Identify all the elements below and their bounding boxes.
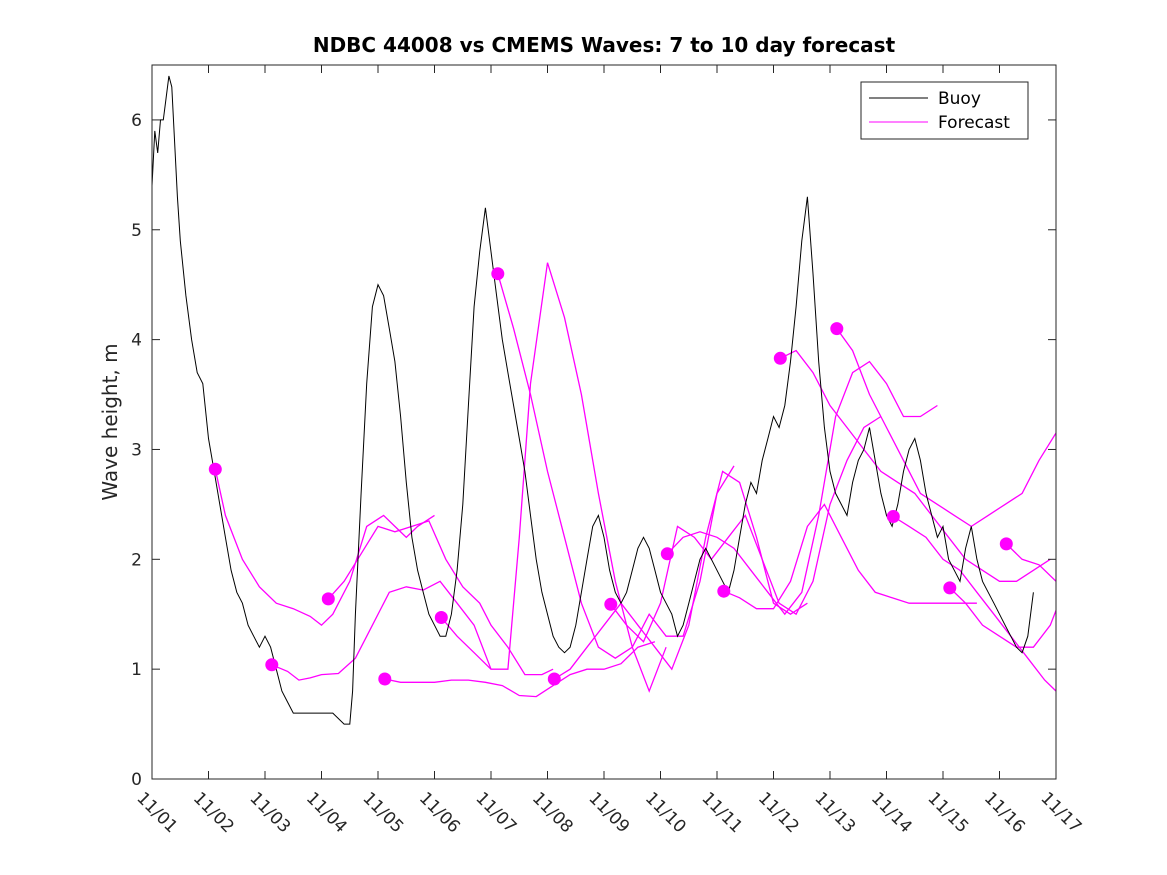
forecast-start-marker xyxy=(208,462,222,476)
forecast-start-marker xyxy=(830,322,844,336)
forecast-start-marker xyxy=(886,510,900,523)
forecast-line xyxy=(327,520,554,676)
x-tick-label: 11/17 xyxy=(1036,788,1085,837)
x-tick-label: 11/10 xyxy=(641,788,690,837)
legend-forecast-label: Forecast xyxy=(938,113,1010,133)
chart-title: NDBC 44008 vs CMEMS Waves: 7 to 10 day f… xyxy=(313,33,896,57)
forecast-start-marker xyxy=(604,597,618,611)
x-tick-label: 11/09 xyxy=(584,788,633,837)
x-tick-label: 11/02 xyxy=(189,788,238,837)
forecast-start-marker xyxy=(265,658,279,672)
forecast-start-marker xyxy=(943,581,957,595)
forecast-start-marker xyxy=(999,537,1013,551)
forecast-line xyxy=(384,641,656,698)
marker-layer xyxy=(208,267,1013,686)
legend: Buoy Forecast xyxy=(860,81,1029,140)
forecast-start-marker xyxy=(378,672,392,686)
forecast-line xyxy=(271,580,492,681)
x-tick-label: 11/03 xyxy=(245,788,294,837)
forecast-start-marker xyxy=(547,672,561,686)
x-axis: 11/01 11/02 11/03 11/04 11/05 11/06 11/07 11/08… xyxy=(132,65,1085,837)
forecast-line xyxy=(892,515,1056,692)
forecast-start-marker xyxy=(321,592,335,606)
y-tick-label: 5 xyxy=(131,221,142,241)
x-tick-label: 11/04 xyxy=(302,788,351,837)
x-tick-label: 11/08 xyxy=(528,788,577,837)
y-tick-label: 1 xyxy=(131,660,142,680)
forecast-line xyxy=(1005,543,1056,582)
legend-box xyxy=(860,81,1029,140)
forecast-start-marker xyxy=(717,584,731,598)
y-tick-label: 3 xyxy=(131,440,142,460)
y-tick-label: 4 xyxy=(131,331,142,351)
forecast-line xyxy=(666,360,938,616)
y-axis-label: Wave height, m xyxy=(98,343,122,500)
forecast-line xyxy=(214,469,435,627)
legend-buoy-label: Buoy xyxy=(938,89,981,109)
forecast-line xyxy=(553,470,808,680)
y-tick-label: 6 xyxy=(131,111,142,131)
forecast-line xyxy=(949,587,1056,648)
forecast-line xyxy=(780,349,1051,582)
buoy-line xyxy=(152,75,1034,725)
x-tick-label: 11/16 xyxy=(980,788,1029,837)
x-tick-label: 11/06 xyxy=(415,788,464,837)
x-tick-label: 11/11 xyxy=(697,788,746,837)
x-tick-label: 11/01 xyxy=(132,788,181,837)
forecast-line xyxy=(610,415,882,643)
x-tick-label: 11/15 xyxy=(923,788,972,837)
y-axis: 0 1 2 3 4 5 6 xyxy=(131,111,1056,790)
x-tick-label: 11/05 xyxy=(358,788,407,837)
x-tick-label: 11/07 xyxy=(471,788,520,837)
forecast-start-marker xyxy=(773,351,787,365)
x-tick-label: 11/12 xyxy=(754,788,803,837)
forecast-line xyxy=(723,503,977,610)
forecast-start-marker xyxy=(434,611,448,624)
forecast-start-marker xyxy=(660,547,674,561)
forecast-start-marker xyxy=(491,267,505,281)
forecast-line xyxy=(836,328,1056,528)
y-tick-label: 0 xyxy=(131,770,142,790)
y-tick-label: 2 xyxy=(131,550,142,570)
x-tick-label: 11/13 xyxy=(810,788,859,837)
x-tick-label: 11/14 xyxy=(867,788,916,837)
series-layer xyxy=(152,75,1056,725)
